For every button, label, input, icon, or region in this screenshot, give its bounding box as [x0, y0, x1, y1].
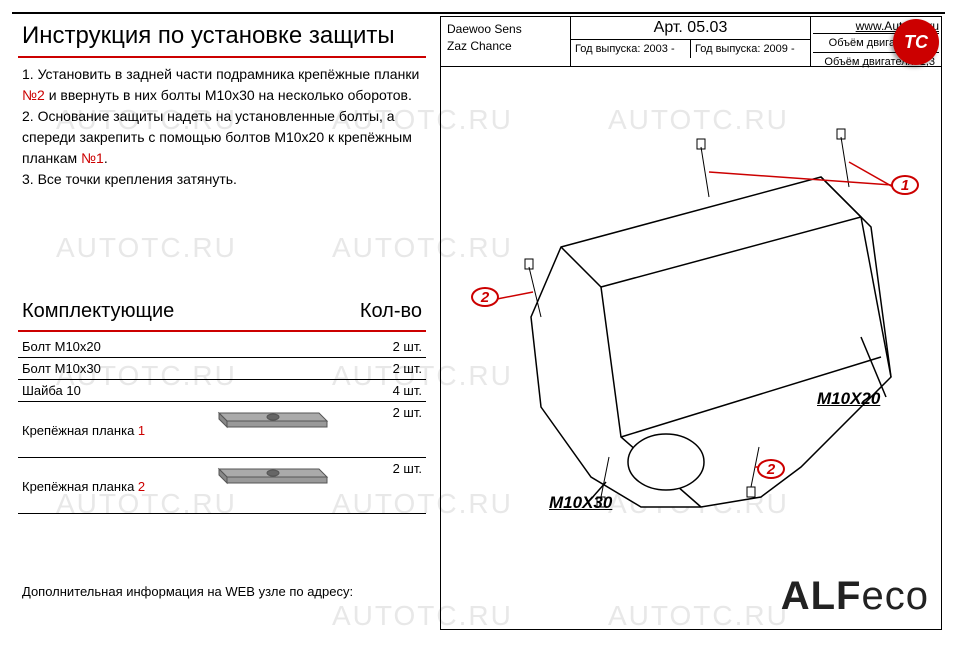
- comp-qty: 2 шт.: [393, 461, 422, 476]
- model2: Zaz Chance: [447, 38, 564, 55]
- table-row: Болт М10х30 2 шт.: [18, 358, 426, 380]
- comp-qty: 2 шт.: [393, 339, 422, 354]
- callout-1: 1: [891, 175, 919, 203]
- alfeco-logo: ALFeco: [781, 574, 929, 619]
- outer-border: [12, 12, 945, 14]
- center-cell: Арт. 05.03 Год выпуска: 2003 - Год выпус…: [571, 17, 811, 66]
- instructions-block: 1. Установить в задней части подрамника …: [22, 64, 422, 190]
- skid-plate-diagram: [441, 67, 941, 627]
- comp-header-right: Кол-во: [360, 300, 422, 323]
- components-table: Болт М10х20 2 шт. Болт М10х30 2 шт. Шайб…: [18, 336, 426, 514]
- inst-step1a: 1. Установить в задней части подрамника …: [22, 66, 419, 82]
- bolt-label-m10x30: M10X30: [549, 493, 612, 513]
- watermark-text: AUTOTC.RU: [56, 232, 237, 264]
- logo-alf: ALF: [781, 574, 862, 618]
- comp-name: Крепёжная планка: [22, 479, 138, 494]
- comp-name: Шайба 10: [22, 383, 81, 398]
- bracket-icon: [209, 405, 339, 438]
- callout-2: 2: [471, 287, 499, 315]
- years-row: Год выпуска: 2003 - Год выпуска: 2009 -: [571, 40, 810, 58]
- right-header: Daewoo Sens Zaz Chance Арт. 05.03 Год вы…: [441, 17, 941, 67]
- tc-badge-icon: TC: [893, 19, 939, 65]
- web-info: Дополнительная информация на WEB узле по…: [22, 584, 422, 599]
- bolt-label-m10x20: M10X20: [817, 389, 880, 409]
- comp-name: Болт М10х30: [22, 361, 101, 376]
- diagram-area: 1 2 2 M10X20 M10X30: [441, 67, 941, 627]
- models-cell: Daewoo Sens Zaz Chance: [441, 17, 571, 66]
- article-num: Арт. 05.03: [571, 17, 810, 40]
- table-row: Шайба 10 4 шт.: [18, 380, 426, 402]
- comp-qty: 4 шт.: [393, 383, 422, 398]
- logo-eco: eco: [862, 574, 930, 618]
- callout-num: 1: [891, 175, 919, 195]
- year2: Год выпуска: 2009 -: [691, 40, 810, 58]
- comp-num: 2: [138, 479, 145, 494]
- comp-qty: 2 шт.: [393, 361, 422, 376]
- inst-step1b: и ввернуть в них болты М10х30 на несколь…: [45, 87, 412, 103]
- components-header: Комплектующие Кол-во: [22, 300, 422, 323]
- table-row: Болт М10х20 2 шт.: [18, 336, 426, 358]
- title-underline: [18, 56, 426, 58]
- bracket-icon: [209, 461, 339, 494]
- inst-step2b: .: [104, 150, 108, 166]
- right-panel: Daewoo Sens Zaz Chance Арт. 05.03 Год вы…: [440, 16, 942, 630]
- model1: Daewoo Sens: [447, 21, 564, 38]
- year1: Год выпуска: 2003 -: [571, 40, 691, 58]
- callout-2b: 2: [757, 459, 785, 487]
- comp-header-left: Комплектующие: [22, 300, 174, 323]
- table-row: Крепёжная планка 1 2 шт.: [18, 402, 426, 458]
- callout-num: 2: [471, 287, 499, 307]
- comp-num: 1: [138, 423, 145, 438]
- inst-step1-num: №2: [22, 87, 45, 103]
- table-row: Крепёжная планка 2 2 шт.: [18, 458, 426, 514]
- site-cell: www.AutoTC.ru Объём двигателя: all Объём…: [811, 17, 941, 66]
- inst-step2-num: №1: [81, 150, 104, 166]
- callout-num: 2: [757, 459, 785, 479]
- comp-qty: 2 шт.: [393, 405, 422, 420]
- comp-name: Болт М10х20: [22, 339, 101, 354]
- inst-step3: 3. Все точки крепления затянуть.: [22, 171, 237, 187]
- page-title: Инструкция по установке защиты: [22, 22, 395, 50]
- comp-name: Крепёжная планка: [22, 423, 138, 438]
- comp-underline: [18, 330, 426, 332]
